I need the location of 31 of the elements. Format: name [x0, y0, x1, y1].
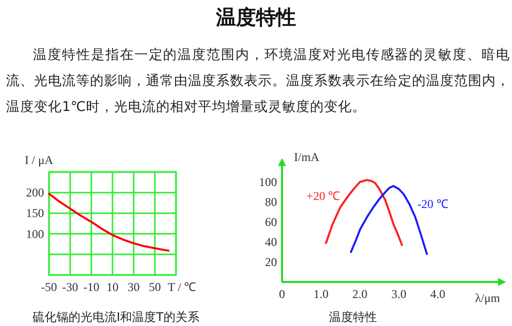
x-tick-label: -50 — [41, 280, 57, 294]
x-tick-label: -10 — [83, 280, 100, 294]
text: 温度特性 — [329, 310, 377, 324]
x-axis-title: T / ℃ — [168, 280, 196, 294]
x-tick-label: 0 — [279, 287, 285, 301]
y-tick-label: 60 — [265, 215, 277, 229]
x-tick-label: 4.0 — [430, 287, 446, 301]
y-tick-label: 150 — [26, 206, 44, 220]
series-label: +20 ℃ — [306, 189, 340, 203]
y-tick-label: 80 — [265, 195, 277, 209]
y-tick-label: 100 — [26, 226, 44, 241]
x-tick-label: 1.0 — [313, 287, 328, 301]
line-series — [48, 192, 170, 252]
y-axis-title: I/mA — [294, 150, 320, 164]
series-label: -20 ℃ — [417, 197, 448, 211]
y-tick-label: 40 — [265, 235, 277, 249]
x-tick-label: 30 — [128, 280, 140, 294]
text: 温度特性 — [214, 4, 297, 31]
y-tick-label: 20 — [265, 255, 277, 269]
x-tick-label: 10 — [106, 280, 118, 294]
y-axis-title: I / μA — [24, 153, 54, 167]
line-series — [325, 179, 403, 246]
x-axis-title: λ/μm — [475, 291, 501, 305]
x-tick-label: -30 — [62, 280, 78, 294]
y-tick-label: 200 — [26, 186, 44, 200]
y-tick-label: 100 — [259, 175, 277, 189]
text: 硫化镉的光电流I和温度T的关系 — [32, 310, 200, 324]
x-tick-label: 3.0 — [391, 287, 406, 301]
x-tick-label: 2.0 — [352, 287, 368, 301]
x-tick-label: 50 — [148, 280, 161, 294]
text: 温度特性是指在一定的温度范围内，环境温度对光电传感器的灵敏度、暗电流、光电流等的影响，通常由温度系数表示。温度系数表示在给定的温度范围内，温度变化1℃时，光电流的相对平均增量或灵敏度的变化。 — [6, 46, 510, 117]
